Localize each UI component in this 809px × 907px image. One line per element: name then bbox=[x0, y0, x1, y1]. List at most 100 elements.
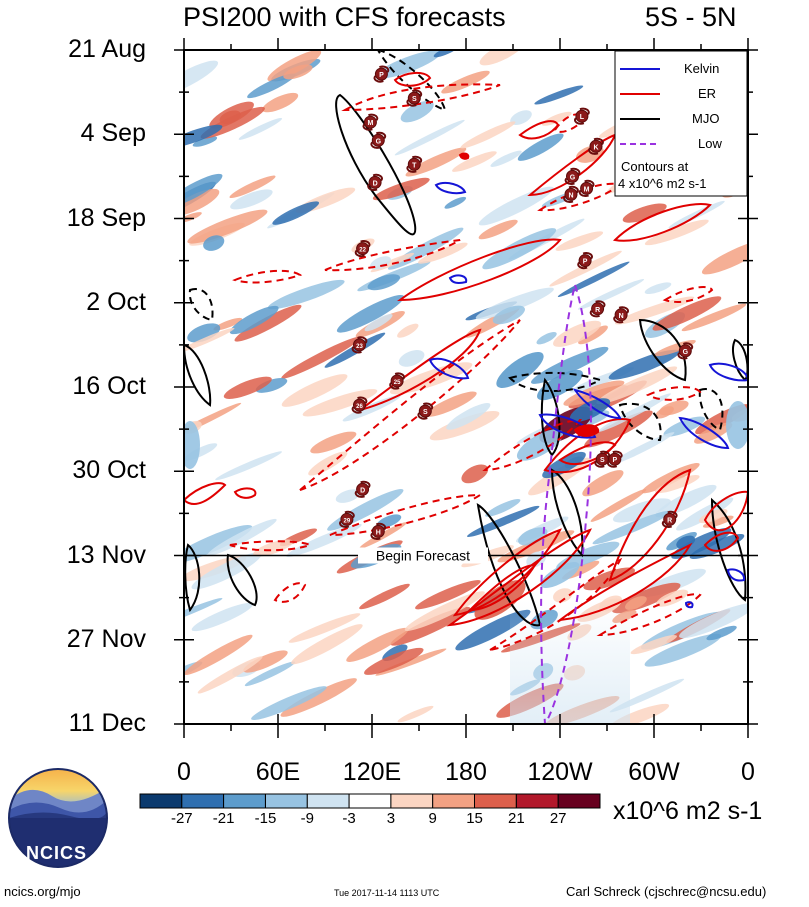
anomaly-patch bbox=[612, 498, 671, 523]
x-tick-label: 0 bbox=[177, 758, 191, 786]
er-contour bbox=[184, 482, 227, 505]
anomaly-patch bbox=[584, 410, 653, 448]
anomaly-patch bbox=[630, 635, 677, 655]
storm-marker: M bbox=[578, 179, 595, 197]
anomaly-patch bbox=[490, 150, 522, 167]
storm-label: P bbox=[379, 72, 384, 79]
mjo-contour bbox=[184, 543, 201, 613]
anomaly-patch bbox=[590, 489, 647, 522]
anomaly-patch bbox=[184, 60, 219, 96]
anomaly-patch bbox=[510, 110, 532, 125]
anomaly-patch bbox=[184, 327, 235, 353]
y-tick-label: 2 Oct bbox=[86, 287, 146, 316]
er-contour bbox=[489, 557, 623, 651]
anomaly-patch bbox=[197, 656, 263, 694]
anomaly-patch bbox=[596, 366, 678, 405]
kelvin-contour bbox=[726, 568, 746, 582]
x-tick-label: 120E bbox=[342, 758, 402, 786]
mjo-contour bbox=[376, 50, 447, 112]
anomaly-patch bbox=[681, 303, 747, 332]
er-core bbox=[573, 424, 600, 437]
anomaly-patch bbox=[367, 274, 401, 291]
legend-label-low: Low bbox=[698, 136, 722, 151]
er-contour bbox=[452, 528, 562, 617]
contour-note-line1: Contours at bbox=[621, 159, 689, 174]
storm-marker: 23 bbox=[351, 336, 368, 354]
er-contour bbox=[229, 540, 313, 552]
mjo-contour bbox=[710, 497, 747, 602]
legend-label-mjo: MJO bbox=[692, 111, 720, 126]
anomaly-core bbox=[496, 351, 544, 389]
storm-marker: R bbox=[661, 510, 678, 528]
anomaly-patch bbox=[244, 661, 296, 687]
anomaly-patch bbox=[372, 177, 430, 201]
colorbar-swatch bbox=[181, 793, 225, 809]
anomaly-patch bbox=[302, 389, 378, 417]
storm-marker: H bbox=[370, 522, 387, 540]
storm-marker: D bbox=[354, 480, 371, 498]
anomaly-patch bbox=[598, 393, 671, 432]
y-tick-label: 11 Dec bbox=[68, 709, 146, 737]
anomaly-patch bbox=[417, 242, 468, 264]
mjo-contour bbox=[508, 371, 603, 393]
anomaly-patch bbox=[184, 173, 223, 208]
colorbar-swatch bbox=[432, 793, 476, 809]
kelvin-contour bbox=[572, 388, 622, 420]
anomaly-patch bbox=[370, 256, 391, 270]
anomaly-patch bbox=[644, 633, 722, 667]
anomaly-patch bbox=[461, 464, 489, 484]
anomaly-patch bbox=[655, 484, 717, 518]
storm-label: T bbox=[412, 162, 417, 169]
er-contour bbox=[703, 531, 740, 552]
legend-label-er: ER bbox=[698, 86, 717, 101]
anomaly-patch bbox=[375, 50, 441, 79]
anomaly-core bbox=[184, 421, 200, 469]
storm-label: 25 bbox=[394, 380, 401, 386]
storm-marker: N bbox=[563, 185, 579, 203]
anomaly-patch bbox=[184, 524, 253, 564]
storm-marker: D bbox=[367, 173, 383, 191]
anomaly-patch bbox=[478, 186, 554, 226]
colorbar-tick-label: -21 bbox=[212, 810, 235, 827]
x-tick-label: 180 bbox=[445, 758, 487, 786]
colorbar-swatch bbox=[306, 793, 350, 809]
anomaly-patch bbox=[689, 533, 745, 560]
storm-marker: M bbox=[362, 113, 379, 131]
y-tick-label: 21 Aug bbox=[68, 35, 146, 63]
colorbar-swatch bbox=[223, 793, 266, 809]
y-tick-label: 27 Nov bbox=[66, 624, 146, 653]
x-tick-label: 0 bbox=[741, 758, 755, 786]
kelvin-contour bbox=[428, 357, 470, 380]
anomaly-patch bbox=[397, 323, 419, 338]
er-core bbox=[458, 152, 470, 160]
colorbar-tick-label: -27 bbox=[170, 810, 193, 827]
x-tick-label: 120W bbox=[527, 758, 593, 786]
anomaly-patch bbox=[359, 583, 410, 610]
anomaly-patch bbox=[187, 323, 221, 343]
begin-forecast-label: Begin Forecast bbox=[376, 548, 470, 564]
legend-label-kelvin: Kelvin bbox=[684, 61, 720, 76]
anomaly-patch bbox=[184, 212, 202, 223]
anomaly-patch bbox=[517, 133, 564, 161]
anomaly-patch bbox=[209, 101, 254, 129]
anomaly-patch bbox=[398, 350, 425, 367]
storm-marker: 25 bbox=[389, 372, 405, 390]
storm-label: M bbox=[367, 120, 373, 127]
anomaly-patch bbox=[364, 647, 424, 675]
begin-forecast-label-bg bbox=[358, 547, 488, 564]
anomaly-patch bbox=[555, 231, 604, 251]
anomaly-patch bbox=[492, 305, 525, 325]
anomaly-patch bbox=[267, 50, 322, 82]
anomaly-patch bbox=[405, 147, 467, 177]
anomaly-patch bbox=[658, 400, 689, 416]
anomaly-patch bbox=[390, 606, 471, 646]
storm-label: D bbox=[360, 487, 365, 494]
colorbar-swatch bbox=[265, 793, 308, 809]
legend bbox=[614, 50, 748, 197]
anomaly-patch bbox=[215, 451, 282, 481]
anomaly-patch bbox=[478, 219, 518, 240]
er-contour bbox=[446, 528, 592, 627]
er-contour bbox=[393, 72, 432, 87]
anomaly-patch bbox=[387, 227, 464, 270]
